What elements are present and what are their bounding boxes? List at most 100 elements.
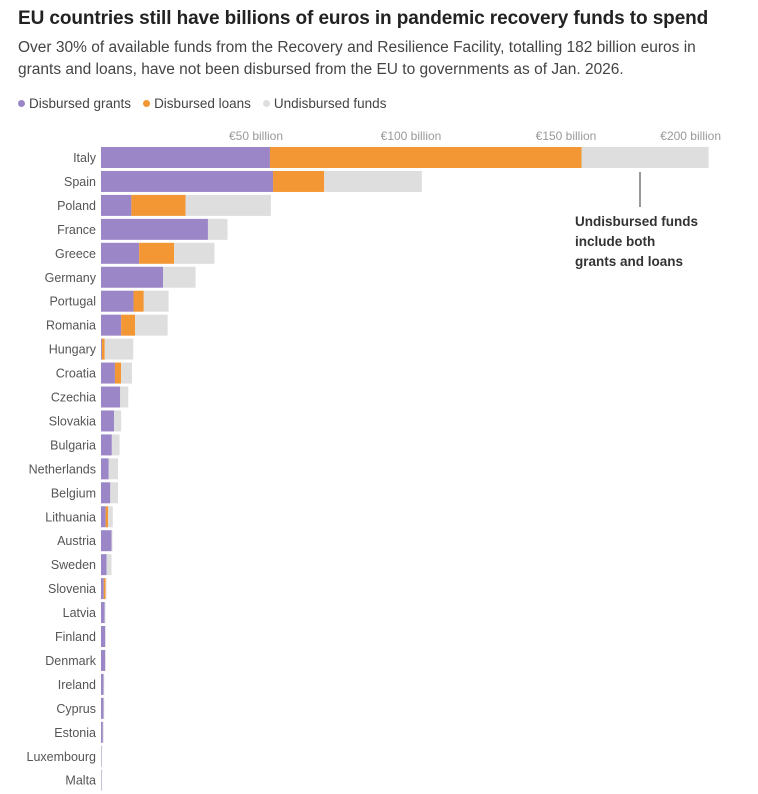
category-label-spain: Spain [64, 175, 96, 189]
bar-bulgaria-disbursed-grants [101, 434, 112, 456]
bar-italy-disbursed-loans [269, 147, 582, 168]
x-tick-label-200: €200 billion [660, 129, 721, 143]
legend-item-loans: Disbursed loans [143, 96, 251, 111]
bar-croatia-undisbursed-funds [121, 362, 132, 384]
legend-label-undisbursed: Undisbursed funds [273, 96, 387, 111]
bar-hungary-disbursed-grants [101, 338, 102, 360]
category-label-cyprus: Cyprus [56, 702, 96, 716]
category-label-bulgaria: Bulgaria [50, 438, 96, 452]
category-label-hungary: Hungary [49, 343, 97, 357]
category-label-luxembourg: Luxembourg [27, 750, 97, 764]
category-label-netherlands: Netherlands [29, 462, 96, 476]
bar-portugal-disbursed-loans [133, 290, 144, 312]
category-label-malta: Malta [65, 774, 96, 788]
category-label-denmark: Denmark [45, 654, 96, 668]
legend-swatch-grants [18, 100, 25, 107]
bar-sweden-undisbursed-funds [106, 554, 112, 576]
bar-cyprus-undisbursed-funds [103, 697, 105, 719]
x-axis-ticks: €50 billion €100 billion €150 billion €200 … [229, 129, 721, 143]
bar-romania-undisbursed-funds [135, 314, 168, 336]
category-label-slovakia: Slovakia [49, 414, 96, 428]
bar-poland-disbursed-loans [131, 194, 186, 216]
bar-belgium-undisbursed-funds [110, 482, 119, 504]
category-label-france: France [57, 223, 96, 237]
bar-italy-undisbursed-funds [581, 147, 709, 168]
bar-portugal-undisbursed-funds [143, 290, 169, 312]
legend-label-grants: Disbursed grants [29, 96, 132, 111]
legend-label-loans: Disbursed loans [154, 96, 251, 111]
category-label-belgium: Belgium [51, 486, 96, 500]
bar-italy-disbursed-grants [101, 147, 270, 168]
legend-item-grants: Disbursed grants [18, 96, 131, 111]
bar-slovenia-disbursed-loans [103, 578, 106, 600]
bar-denmark-disbursed-grants [101, 649, 106, 671]
bar-malta-undisbursed-funds [101, 769, 103, 791]
bar-austria-disbursed-grants [101, 530, 112, 552]
category-label-italy: Italy [73, 151, 97, 165]
bar-greece-disbursed-loans [139, 242, 175, 264]
category-label-romania: Romania [46, 319, 96, 333]
bar-netherlands-undisbursed-funds [108, 458, 119, 480]
bar-france-disbursed-grants [101, 218, 208, 240]
bar-poland-disbursed-grants [101, 194, 132, 216]
bar-slovakia-undisbursed-funds [114, 410, 122, 432]
bar-germany-undisbursed-funds [163, 266, 196, 288]
category-label-austria: Austria [57, 534, 96, 548]
category-label-latvia: Latvia [63, 606, 96, 620]
bar-denmark-undisbursed-funds [105, 649, 106, 671]
bar-poland-undisbursed-funds [185, 194, 271, 216]
bar-spain-disbursed-grants [101, 170, 274, 192]
bar-romania-disbursed-grants [101, 314, 122, 336]
bar-finland-undisbursed-funds [105, 626, 106, 647]
bar-lithuania-disbursed-loans [105, 506, 109, 528]
category-label-poland: Poland [57, 199, 96, 213]
bar-greece-disbursed-grants [101, 242, 140, 264]
annotation-line-1: Undisbursed funds [575, 214, 699, 229]
x-tick-label-150: €150 billion [536, 129, 597, 143]
bar-finland-disbursed-grants [101, 626, 106, 647]
bar-croatia-disbursed-loans [114, 362, 122, 384]
bar-spain-disbursed-loans [273, 170, 325, 192]
bar-slovakia-disbursed-grants [101, 410, 115, 432]
category-label-sweden: Sweden [51, 558, 96, 572]
bar-ireland-undisbursed-funds [103, 673, 105, 695]
bar-portugal-disbursed-grants [101, 290, 134, 312]
bar-latvia-undisbursed-funds [104, 602, 106, 624]
bar-lithuania-disbursed-grants [101, 506, 106, 528]
category-label-germany: Germany [45, 271, 97, 285]
bar-bulgaria-undisbursed-funds [111, 434, 120, 456]
bar-czechia-disbursed-grants [101, 386, 121, 408]
legend-item-undisbursed: Undisbursed funds [262, 96, 387, 111]
category-label-finland: Finland [55, 630, 96, 644]
category-label-slovenia: Slovenia [48, 582, 96, 596]
bar-croatia-disbursed-grants [101, 362, 115, 384]
annotation: Undisbursed funds include both grants an… [575, 212, 698, 272]
bar-slovenia-undisbursed-funds [105, 578, 107, 600]
legend-swatch-undisbursed [262, 100, 270, 107]
category-label-croatia: Croatia [56, 367, 96, 381]
bar-slovenia-disbursed-grants [101, 578, 104, 600]
bar-lithuania-undisbursed-funds [108, 506, 113, 528]
bar-romania-disbursed-loans [121, 314, 136, 336]
category-label-ireland: Ireland [58, 678, 96, 692]
x-tick-label-100: €100 billion [381, 129, 442, 143]
category-label-estonia: Estonia [54, 726, 96, 740]
x-tick-label-50: €50 billion [229, 129, 283, 143]
bar-estonia-undisbursed-funds [102, 721, 104, 743]
category-label-czechia: Czechia [51, 391, 96, 405]
bar-sweden-disbursed-grants [101, 554, 107, 576]
category-labels: Italy Spain Poland France Greece Germany Portu… [27, 151, 97, 788]
bar-netherlands-disbursed-grants [101, 458, 109, 480]
bar-belgium-disbursed-grants [101, 482, 111, 504]
bar-hungary-disbursed-loans [101, 338, 105, 360]
bar-spain-undisbursed-funds [324, 170, 422, 192]
bar-france-undisbursed-funds [207, 218, 228, 240]
bar-ireland-disbursed-grants [101, 673, 104, 695]
bar-latvia-disbursed-grants [101, 602, 105, 624]
bar-luxembourg-undisbursed-funds [101, 745, 103, 767]
bar-austria-undisbursed-funds [111, 530, 113, 552]
bar-estonia-disbursed-grants [101, 721, 103, 743]
category-label-lithuania: Lithuania [45, 510, 96, 524]
bar-cyprus-disbursed-grants [101, 697, 104, 719]
